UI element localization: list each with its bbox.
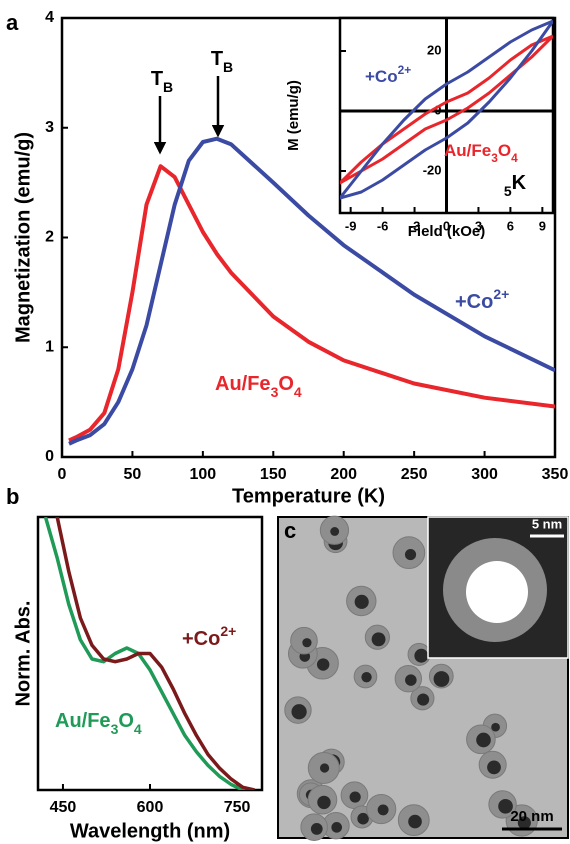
particle-core — [476, 733, 491, 748]
particle-core — [417, 694, 429, 706]
particle-core — [311, 823, 323, 835]
particle-core — [361, 672, 371, 682]
particle-core — [414, 649, 428, 663]
y-tick-label: 2 — [45, 229, 54, 246]
particle-core — [320, 763, 329, 772]
particle-core — [357, 813, 369, 825]
particle-core — [487, 760, 501, 774]
panel-label: b — [6, 484, 19, 509]
particle-core — [350, 791, 361, 802]
scale-label: 5 nm — [532, 516, 562, 531]
x-tick-label: 100 — [190, 466, 217, 483]
particle-core — [291, 704, 306, 719]
particle-core — [330, 527, 339, 536]
x-tick-label: -9 — [345, 218, 357, 233]
x-tick-label: 250 — [401, 466, 428, 483]
x-tick-label: 600 — [137, 799, 164, 816]
particle-core — [355, 595, 369, 609]
particle-core — [408, 815, 422, 829]
y-axis-label: Norm. Abs. — [12, 601, 34, 707]
y-tick-label: 20 — [427, 42, 441, 57]
x-tick-label: 450 — [50, 799, 77, 816]
particle-core — [372, 632, 386, 646]
particle-core — [331, 822, 342, 833]
y-axis-label: M (emu/g) — [285, 80, 302, 151]
y-tick-label: 0 — [45, 448, 54, 465]
x-tick-label: 350 — [542, 466, 569, 483]
particle-core — [434, 671, 450, 687]
scale-label: 20 nm — [510, 808, 553, 825]
x-tick-label: 300 — [471, 466, 498, 483]
x-tick-label: 0 — [58, 466, 67, 483]
particle-core — [405, 674, 417, 686]
x-tick-label: -6 — [377, 218, 389, 233]
x-tick-label: 9 — [539, 218, 546, 233]
x-tick-label: 50 — [124, 466, 142, 483]
x-tick-label: 200 — [330, 466, 357, 483]
x-tick-label: 750 — [224, 799, 251, 816]
x-tick-label: 150 — [260, 466, 287, 483]
inset-core — [466, 561, 528, 623]
particle-core — [405, 549, 416, 560]
x-axis-label: Wavelength (nm) — [70, 820, 230, 842]
figure: 5 nm20 nm c05010015020025030035001234Au/… — [0, 0, 570, 844]
panel-label: c — [284, 518, 296, 543]
y-tick-label: 4 — [45, 9, 54, 26]
particle-core — [317, 796, 330, 809]
particle-core — [317, 658, 329, 670]
x-axis-label: Field (kOe) — [408, 223, 486, 240]
x-tick-label: 6 — [507, 218, 514, 233]
panel-label: a — [6, 10, 19, 35]
y-tick-label: 3 — [45, 119, 54, 136]
x-axis-label: Temperature (K) — [232, 485, 385, 507]
y-axis-label: Magnetization (emu/g) — [12, 132, 34, 343]
y-tick-label: -20 — [423, 162, 442, 177]
particle-core — [378, 804, 389, 815]
tem-image: 5 nm 20 nm — [278, 516, 568, 840]
particle-core — [302, 638, 311, 647]
y-tick-label: 1 — [45, 338, 54, 355]
